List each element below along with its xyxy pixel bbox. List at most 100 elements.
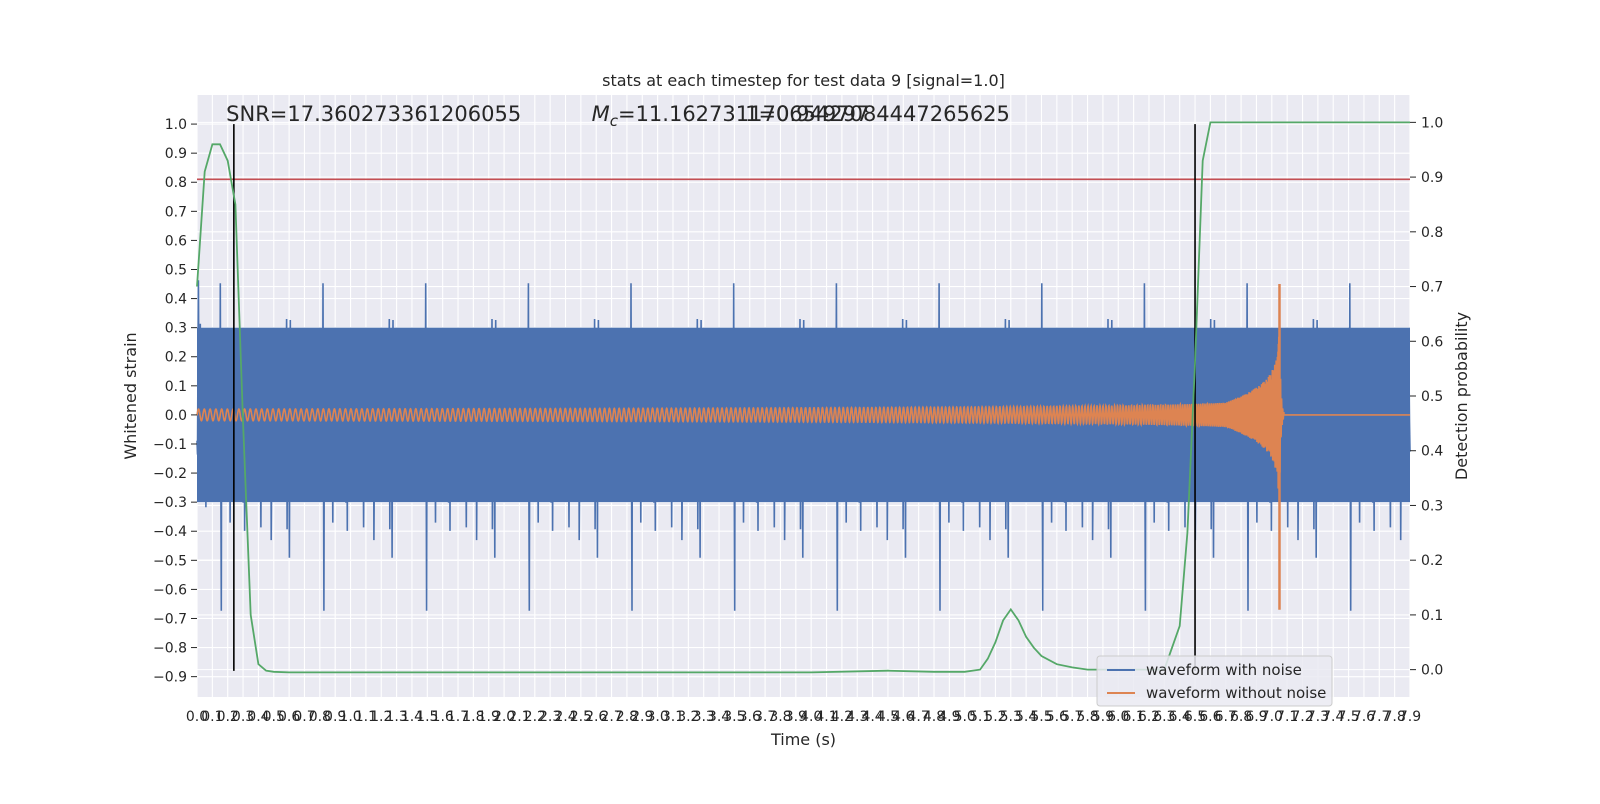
x-tick-label: 5.3 [1000,709,1022,725]
y-tick-label: 0.6 [165,233,187,249]
x-tick-label: 4.7 [908,709,930,725]
y2-tick-label: 0.9 [1421,170,1443,186]
series-waveform-without-noise [196,284,1410,610]
x-tick-label: 6.0 [1107,709,1129,725]
x-tick-label: 6.8 [1230,709,1252,725]
x-tick-label: 3.9 [785,709,807,725]
x-tick-label: 5.0 [954,709,976,725]
x-tick-label: 2.9 [631,709,653,725]
x-tick-label: 3.5 [723,709,745,725]
y-tick-label: 0.3 [165,321,187,337]
axes: 1.00.90.80.70.60.50.40.30.20.10.0−0.1−0.… [153,115,1443,725]
x-tick-label: 0.7 [293,709,315,725]
x-tick-label: 4.6 [892,709,914,725]
x-tick-label: 1.5 [416,709,438,725]
x-tick-label: 5.9 [1092,709,1114,725]
x-tick-label: 7.2 [1291,709,1313,725]
x-tick-label: 0.3 [232,709,254,725]
x-tick-label: 5.1 [969,709,991,725]
x-tick-label: 1.1 [355,709,377,725]
x-tick-label: 3.8 [769,709,791,725]
x-tick-label: 2.0 [493,709,515,725]
y-tick-label: 0.2 [165,350,187,366]
x-tick-label: 1.9 [478,709,500,725]
annotation-third: 1=0.9497084447265625 [745,102,1010,126]
y2-tick-label: 0.4 [1421,444,1443,460]
x-tick-label: 3.7 [754,709,776,725]
x-tick-label: 7.7 [1368,709,1390,725]
x-tick-label: 7.4 [1322,709,1344,725]
x-tick-label: 7.0 [1261,709,1283,725]
y2-tick-label: 0.0 [1421,663,1443,679]
legend-box [1096,655,1333,707]
x-tick-label: 5.4 [1015,709,1037,725]
x-tick-label: 6.4 [1169,709,1191,725]
x-tick-label: 3.4 [708,709,730,725]
y2-axis-label: Detection probability [1452,312,1471,480]
y-tick-label: −0.4 [153,524,187,540]
x-tick-label: 2.7 [600,709,622,725]
x-axis-label: Time (s) [770,730,836,749]
x-tick-label: 3.6 [739,709,761,725]
x-tick-label: 4.5 [877,709,899,725]
x-tick-label: 2.8 [616,709,638,725]
y2-tick-label: 0.7 [1421,280,1443,296]
annotation-mc-subscript: c [610,112,619,130]
x-tick-label: 6.1 [1122,709,1144,725]
x-tick-label: 3.0 [647,709,669,725]
y-tick-label: −0.8 [153,641,187,657]
x-tick-label: 0.9 [324,709,346,725]
y-tick-label: 0.7 [165,204,187,220]
x-tick-label: 0.4 [247,709,269,725]
x-tick-label: 0.2 [217,709,239,725]
y-tick-label: 0.4 [165,292,187,308]
legend-label-noise: waveform with noise [1146,661,1302,679]
reference-lines [197,124,1410,671]
x-tick-label: 1.0 [339,709,361,725]
x-tick-label: 0.5 [263,709,285,725]
x-tick-label: 6.3 [1153,709,1175,725]
x-tick-label: 1.3 [385,709,407,725]
y2-tick-label: 0.6 [1421,334,1443,350]
y-axis-label: Whitened strain [121,332,140,459]
x-tick-label: 2.6 [585,709,607,725]
x-tick-label: 4.4 [861,709,883,725]
x-tick-label: 7.3 [1307,709,1329,725]
x-tick-label: 7.6 [1353,709,1375,725]
x-tick-label: 6.5 [1184,709,1206,725]
x-tick-label: 3.2 [677,709,699,725]
y-tick-label: −0.3 [153,495,187,511]
x-tick-label: 3.3 [693,709,715,725]
y2-tick-label: 1.0 [1421,115,1443,131]
x-tick-label: 2.3 [539,709,561,725]
y-tick-label: 0.1 [165,379,187,395]
x-tick-label: 3.1 [662,709,684,725]
y-tick-label: 0.8 [165,175,187,191]
x-tick-label: 2.2 [524,709,546,725]
series-detection-probability [196,121,1410,674]
x-tick-label: 4.2 [831,709,853,725]
x-tick-label: 5.6 [1046,709,1068,725]
x-tick-label: 0.6 [278,709,300,725]
x-tick-label: 6.2 [1138,709,1160,725]
y-tick-label: −0.2 [153,466,187,482]
annotation-mc-value: =11.162731170654297 [618,102,869,126]
y-tick-label: −0.6 [153,582,187,598]
x-tick-label: 4.8 [923,709,945,725]
chart-title: stats at each timestep for test data 9 [… [602,71,1005,90]
x-tick-label: 4.3 [846,709,868,725]
x-tick-label: 1.7 [447,709,469,725]
y2-tick-label: 0.8 [1421,225,1443,241]
y-tick-label: 0.9 [165,146,187,162]
y2-tick-label: 0.1 [1421,608,1443,624]
clean-trace [196,336,1410,489]
annotation-chirp-mass: Mc=11.162731170654297 [592,102,870,130]
y2-tick-label: 0.3 [1421,498,1443,514]
x-tick-label: 5.2 [984,709,1006,725]
y-tick-label: −0.1 [153,437,187,453]
y2-tick-label: 0.2 [1421,553,1443,569]
x-tick-label: 4.9 [938,709,960,725]
x-tick-label: 4.0 [800,709,822,725]
